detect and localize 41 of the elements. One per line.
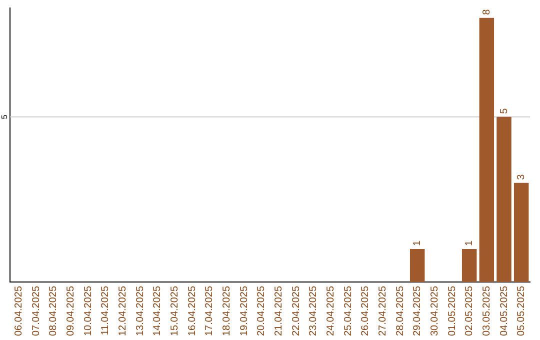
bar bbox=[479, 18, 494, 282]
data-label: 8 bbox=[481, 8, 492, 15]
x-tick-label: 16.04.2025 bbox=[186, 286, 198, 336]
x-tick-label: 30.04.2025 bbox=[429, 286, 440, 336]
bar bbox=[410, 248, 425, 282]
data-label: 3 bbox=[516, 174, 528, 180]
x-tick-label: 06.04.2025 bbox=[13, 286, 24, 336]
data-label: 1 bbox=[412, 240, 424, 246]
x-tick-label: 01.05.2025 bbox=[446, 286, 458, 336]
x-tick-label: 18.04.2025 bbox=[221, 286, 232, 336]
x-tick-label: 23.04.2025 bbox=[308, 286, 320, 336]
x-tick-label: 07.04.2025 bbox=[30, 286, 42, 336]
x-tick-label: 14.04.2025 bbox=[152, 286, 164, 336]
x-tick-label: 17.04.2025 bbox=[204, 286, 216, 336]
x-tick-label: 15.04.2025 bbox=[169, 286, 180, 336]
x-tick-label: 10.04.2025 bbox=[82, 286, 94, 336]
data-label: 5 bbox=[498, 108, 510, 114]
x-tick-label: 12.04.2025 bbox=[117, 286, 128, 336]
x-tick-label: 11.04.2025 bbox=[100, 286, 112, 336]
x-tick-label: 28.04.2025 bbox=[394, 286, 406, 336]
bar bbox=[496, 116, 512, 282]
x-tick-label: 21.04.2025 bbox=[273, 286, 284, 336]
x-tick-label: 08.04.2025 bbox=[48, 286, 60, 336]
x-tick-label: 19.04.2025 bbox=[238, 286, 250, 336]
x-tick-label: 05.05.2025 bbox=[516, 286, 528, 336]
x-tick-label: 22.04.2025 bbox=[290, 286, 302, 336]
x-tick-label: 20.04.2025 bbox=[256, 286, 268, 336]
data-label: 1 bbox=[464, 240, 476, 246]
x-tick-label: 25.04.2025 bbox=[342, 286, 354, 336]
bar bbox=[462, 248, 477, 282]
ref-line-label: 5 bbox=[0, 114, 10, 120]
x-tick-label: 13.04.2025 bbox=[134, 286, 146, 336]
x-tick-label: 09.04.2025 bbox=[65, 286, 76, 336]
x-tick-label: 24.04.2025 bbox=[325, 286, 336, 336]
x-tick-label: 04.05.2025 bbox=[498, 286, 510, 336]
x-tick-label: 02.05.2025 bbox=[464, 286, 476, 336]
x-tick-label: 27.04.2025 bbox=[377, 286, 388, 336]
x-tick-label: 03.05.2025 bbox=[481, 286, 492, 336]
bar bbox=[514, 182, 529, 282]
x-tick-label: 26.04.2025 bbox=[360, 286, 372, 336]
x-tick-label: 29.04.2025 bbox=[412, 286, 424, 336]
